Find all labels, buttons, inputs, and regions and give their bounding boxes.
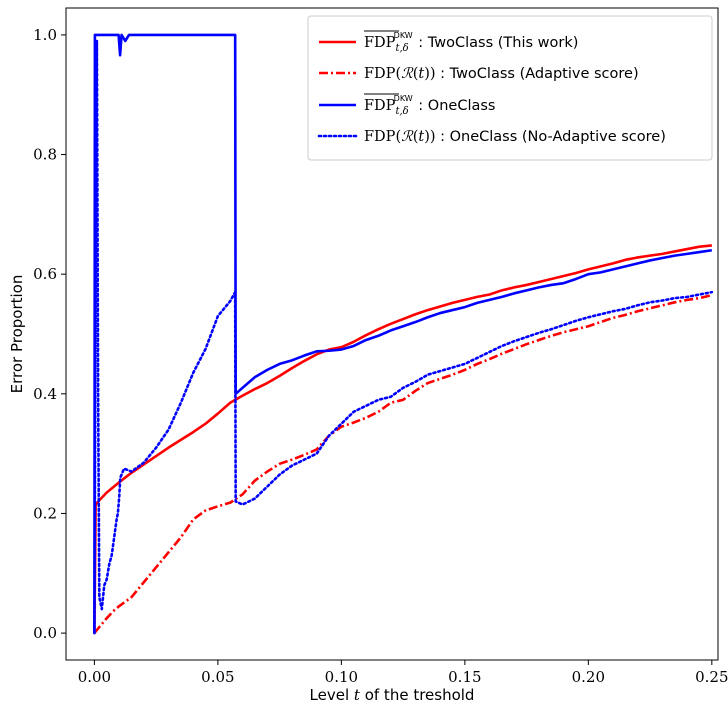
y-tick-label: 0.4 <box>33 385 57 403</box>
series-line-3 <box>93 39 714 635</box>
axes-frame <box>65 7 719 661</box>
x-tick-label: 0.00 <box>78 668 111 686</box>
series-line-1 <box>93 293 713 634</box>
plot-lines <box>93 33 714 635</box>
legend-label: FDP(ℛ(t)) : TwoClass (Adaptive score) <box>364 66 639 82</box>
y-axis-label: Error Proportion <box>8 275 26 394</box>
y-tick-label: 0.0 <box>33 624 57 642</box>
series-line-2 <box>93 33 713 634</box>
y-tick-label: 0.6 <box>33 265 57 283</box>
x-tick-label: 0.05 <box>201 668 234 686</box>
y-tick-label: 1.0 <box>33 26 57 44</box>
x-tick-label: 0.20 <box>572 668 605 686</box>
legend-label: FDP(ℛ(t)) : OneClass (No-Adaptive score) <box>364 129 666 145</box>
legend-label: FDPt,δDKW : TwoClass (This work) <box>364 31 578 54</box>
x-tick-label: 0.25 <box>695 668 728 686</box>
ticks: 0.00 0.05 0.10 0.15 0.20 0.25 0.0 0.2 0.4 0.6 0.8 1… <box>33 26 728 686</box>
x-tick-label: 0.10 <box>325 668 358 686</box>
x-axis-label: Level t of the treshold <box>310 686 475 704</box>
series-line-0 <box>93 244 712 634</box>
legend: FDPt,δDKW : TwoClass (This work) FDP(ℛ(t)… <box>307 15 713 161</box>
y-tick-label: 0.8 <box>33 146 57 164</box>
x-tick-label: 0.15 <box>448 668 481 686</box>
legend-label: FDPt,δDKW : OneClass <box>364 94 495 117</box>
legend-box <box>307 15 713 161</box>
y-tick-label: 0.2 <box>33 504 57 522</box>
